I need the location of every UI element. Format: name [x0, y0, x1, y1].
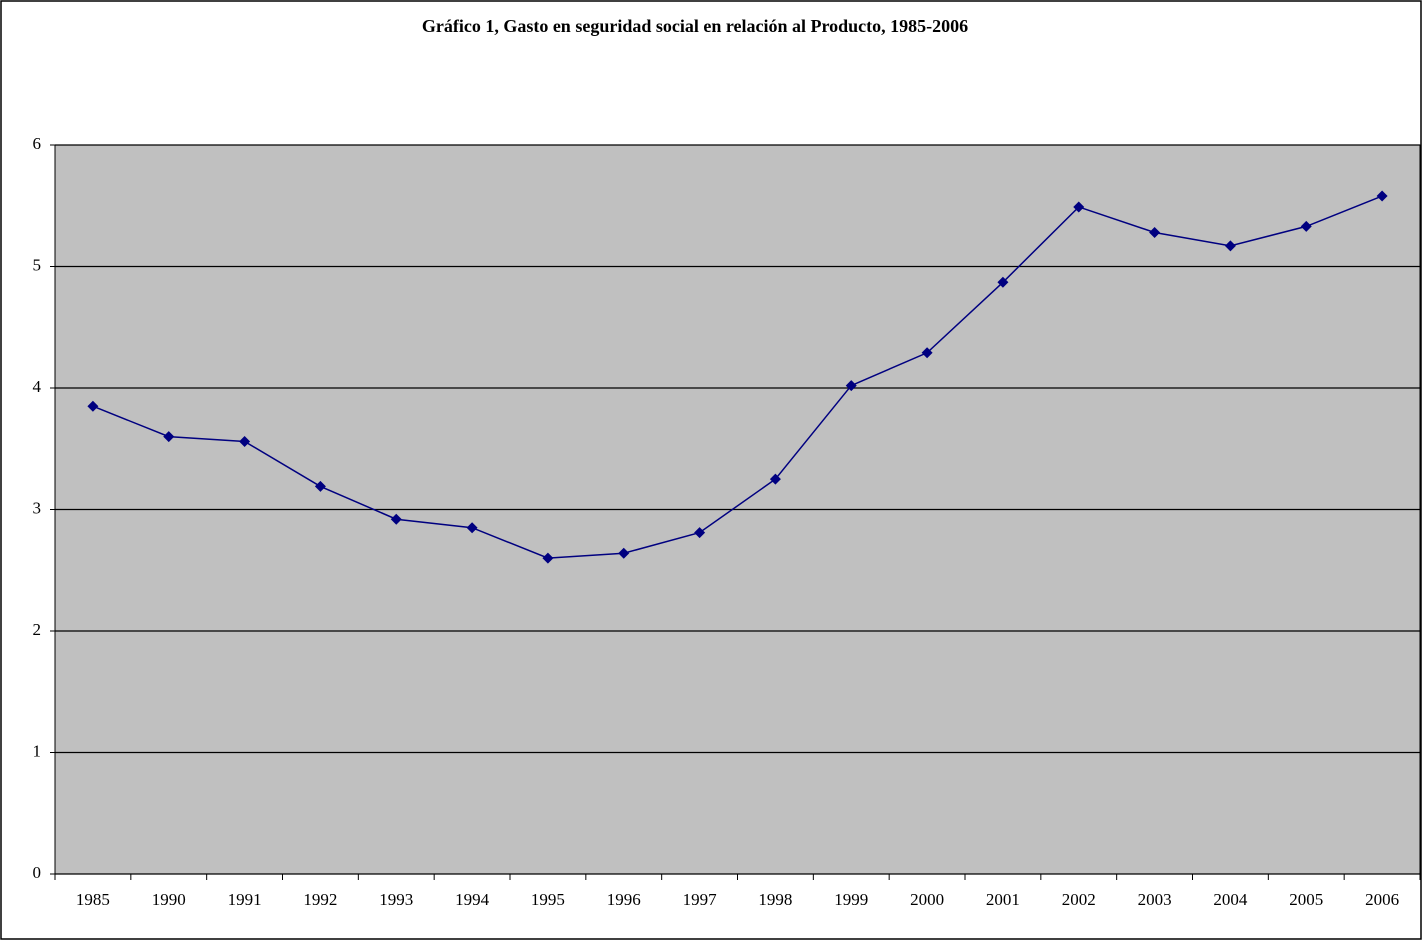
y-tick-label: 5	[33, 255, 42, 274]
data-marker	[769, 473, 781, 485]
x-tick-label: 1985	[76, 890, 110, 909]
data-line	[92, 195, 1383, 559]
x-tick-label: 1998	[758, 890, 792, 909]
x-tick-label: 1992	[303, 890, 337, 909]
x-tick-label: 2006	[1365, 890, 1399, 909]
data-marker	[1149, 226, 1161, 238]
data-marker	[1300, 220, 1312, 232]
data-marker	[314, 480, 326, 492]
x-tick-label: 1993	[379, 890, 413, 909]
y-tick-label: 3	[33, 498, 42, 517]
data-marker	[390, 513, 402, 525]
x-tick-label: 1994	[455, 890, 490, 909]
data-marker	[163, 431, 175, 443]
data-marker	[1224, 240, 1236, 252]
data-marker	[845, 380, 857, 392]
y-tick-label: 4	[33, 377, 42, 396]
x-tick-label: 1996	[607, 890, 641, 909]
x-tick-label: 2001	[986, 890, 1020, 909]
x-tick-label: 1995	[531, 890, 565, 909]
data-marker	[542, 552, 554, 564]
y-tick-label: 2	[33, 620, 42, 639]
data-marker	[1376, 190, 1388, 202]
data-marker	[921, 347, 933, 359]
x-tick-label: 2004	[1213, 890, 1248, 909]
y-tick-label: 6	[33, 134, 42, 153]
x-tick-label: 1990	[152, 890, 186, 909]
x-tick-label: 2003	[1138, 890, 1172, 909]
data-marker	[466, 522, 478, 534]
x-tick-label: 1991	[228, 890, 262, 909]
x-tick-label: 1997	[683, 890, 718, 909]
y-tick-label: 1	[33, 741, 42, 760]
x-tick-label: 1999	[834, 890, 868, 909]
x-tick-label: 2005	[1289, 890, 1323, 909]
chart-title: Gráfico 1, Gasto en seguridad social en …	[422, 16, 968, 36]
data-marker	[997, 276, 1009, 288]
data-marker	[87, 400, 99, 412]
x-tick-label: 2002	[1062, 890, 1096, 909]
x-tick-label: 2000	[910, 890, 944, 909]
data-marker	[1073, 201, 1085, 213]
y-tick-label: 0	[33, 863, 42, 882]
data-marker	[239, 435, 251, 447]
data-marker	[694, 527, 706, 539]
data-marker	[618, 547, 630, 559]
